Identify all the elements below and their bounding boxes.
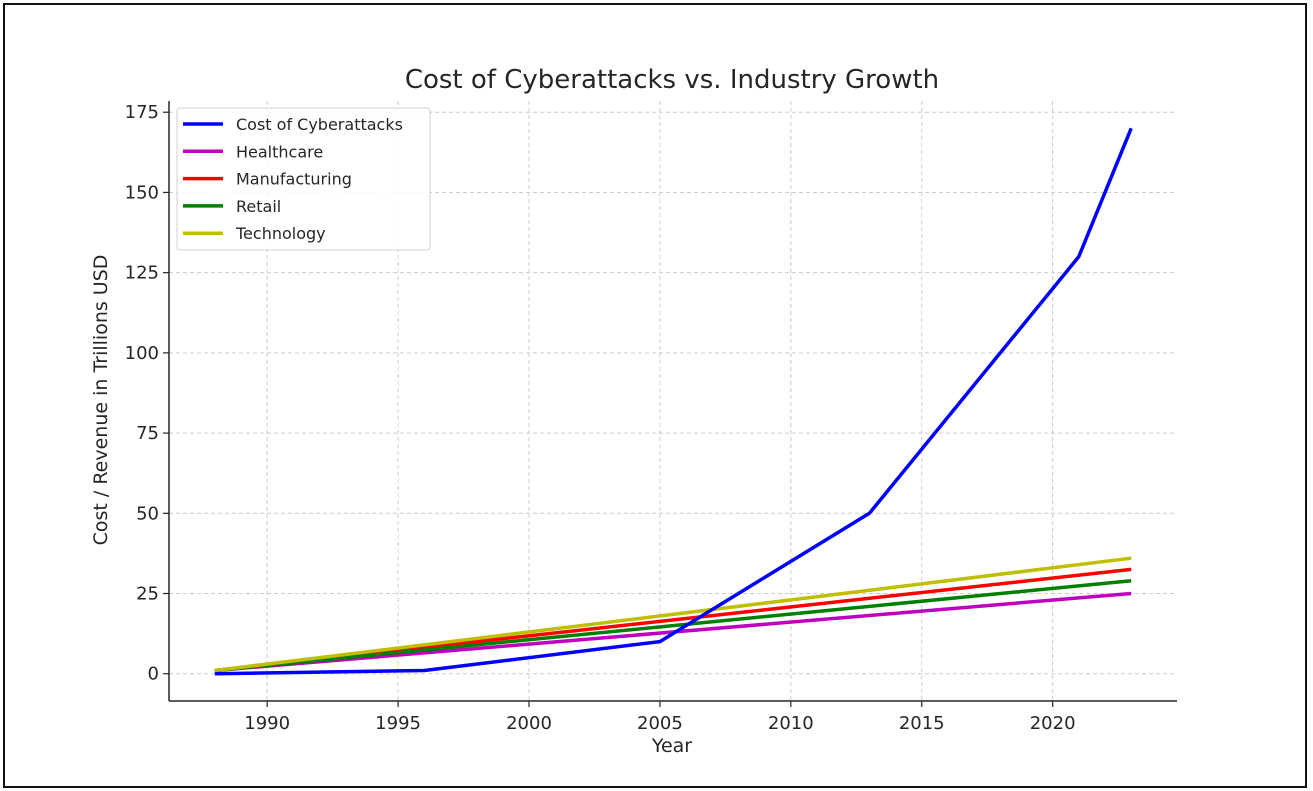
tick-labels: 1990 1995 2000 2005 2010 2015 2020 0 25 50 75 100 12…	[125, 102, 1076, 734]
x-tick-label: 2015	[899, 713, 945, 734]
y-tick-label: 100	[125, 343, 159, 364]
y-tick-label: 0	[148, 664, 159, 685]
series-line-cost-of-cyberattacks	[214, 127, 1133, 676]
series-lines	[214, 127, 1133, 676]
x-tick-label: 2000	[506, 713, 552, 734]
series-line-retail	[214, 578, 1132, 673]
chart-title: Cost of Cyberattacks vs. Industry Growth	[405, 65, 939, 95]
y-tick-label: 125	[125, 263, 159, 284]
series-line-technology	[214, 556, 1132, 673]
legend-label-healthcare: Healthcare	[236, 142, 323, 161]
x-axis-label: Year	[651, 735, 692, 757]
y-tick-label: 75	[136, 423, 159, 444]
y-axis-label: Cost / Revenue in Trillions USD	[90, 255, 112, 546]
x-tick-label: 1995	[375, 713, 421, 734]
y-tick-label: 25	[136, 584, 159, 605]
x-tick-label: 1990	[244, 713, 290, 734]
legend-label-technology: Technology	[235, 224, 326, 243]
legend-label-retail: Retail	[236, 197, 281, 216]
x-tick-label: 2005	[637, 713, 683, 734]
x-tick-label: 2010	[768, 713, 814, 734]
legend-label-cost-of-cyberattacks: Cost of Cyberattacks	[236, 115, 403, 134]
legend: Cost of Cyberattacks Healthcare Manufactur…	[176, 107, 431, 251]
y-tick-label: 175	[125, 102, 159, 123]
y-tick-label: 150	[125, 182, 159, 203]
x-tick-label: 2020	[1030, 713, 1076, 734]
y-tick-label: 50	[136, 503, 159, 524]
axes	[163, 101, 1177, 707]
legend-box	[176, 107, 431, 251]
series-line-manufacturing	[214, 567, 1132, 673]
legend-label-manufacturing: Manufacturing	[236, 170, 352, 189]
